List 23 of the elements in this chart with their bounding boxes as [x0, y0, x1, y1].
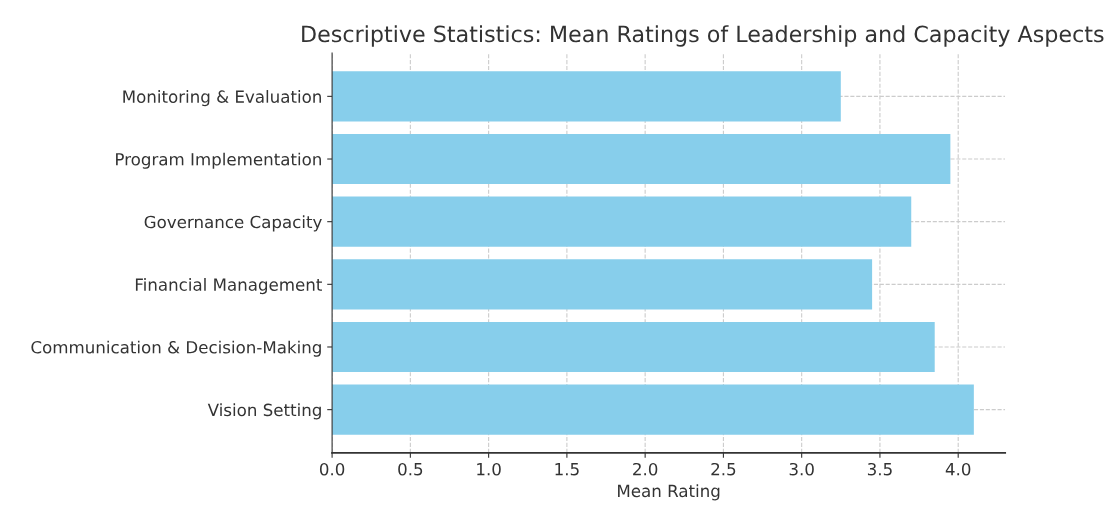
x-tick-label: 3.5 — [867, 462, 892, 476]
bar — [332, 133, 951, 185]
y-tick-label: Program Implementation — [116, 152, 321, 169]
bar — [332, 259, 873, 310]
x-tick-label: 2.5 — [711, 462, 736, 476]
y-tick-label: Vision Setting — [207, 403, 321, 420]
y-tick-label: Financial Management — [135, 278, 322, 295]
x-tick-label: 3.0 — [789, 462, 814, 476]
y-tick-label: Governance Capacity — [144, 215, 322, 232]
y-tick-label: Monitoring & Evaluation — [123, 90, 321, 107]
x-tick-label: 0.5 — [398, 462, 423, 476]
x-tick-label: 1.0 — [477, 462, 501, 476]
bar — [332, 384, 974, 435]
y-tick-label: Communication & Decision-Making — [31, 340, 321, 357]
bar — [332, 196, 912, 247]
x-tick-label: 2.0 — [633, 462, 658, 476]
x-tick-label: 0.0 — [319, 462, 345, 476]
bar — [332, 71, 841, 122]
x-tick-label: 1.5 — [555, 463, 579, 476]
chart-title: Descriptive Statistics: Mean Ratings of Leadership and Capacity Aspects — [302, 25, 1104, 47]
x-tick-label: 4.0 — [945, 462, 971, 476]
x-axis-title: Mean Rating — [618, 484, 720, 501]
bar — [332, 321, 935, 373]
